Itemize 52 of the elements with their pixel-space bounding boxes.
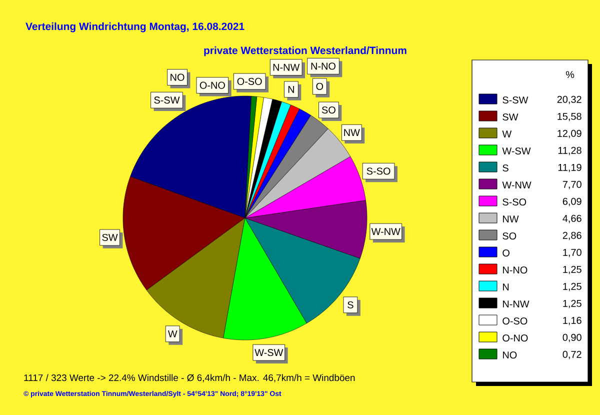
- data-label: 11,28: [558, 146, 582, 156]
- chart-subtitle: private Wetterstation Westerland/Tinnum: [204, 46, 406, 56]
- legend-label: N: [503, 284, 509, 290]
- legend-label: S-SO: [502, 198, 526, 206]
- slice-label: NW: [344, 129, 360, 136]
- category-label: NO: [170, 74, 184, 81]
- data-label: 0,90: [562, 334, 582, 342]
- legend-label: S-SW: [502, 96, 528, 104]
- data-label: 1,70: [563, 248, 582, 258]
- slice-label: N-NW: [273, 64, 300, 71]
- data-label: 11,19: [558, 164, 582, 172]
- legend-title: %: [566, 71, 574, 78]
- data-label: 0,72: [562, 350, 582, 360]
- slice-label: SO: [322, 106, 336, 114]
- data-label: 1,25: [563, 266, 582, 274]
- data-label: 12,09: [558, 130, 582, 138]
- legend-label: O: [502, 249, 510, 257]
- category-label: N-NO: [311, 62, 336, 70]
- slice-label: W: [168, 330, 178, 338]
- chart-title: Verteilung Windrichtung Montag, 16.08.2021: [26, 22, 244, 32]
- data-label: 1,25: [563, 300, 582, 308]
- slice-label: SW: [102, 234, 118, 241]
- data-label: 1,25: [563, 282, 582, 292]
- data-label: 4,66: [562, 214, 582, 224]
- legend-label: W-SW: [502, 147, 531, 155]
- data-label: 1,16: [563, 316, 582, 326]
- slice-label: N: [288, 86, 294, 93]
- legend-label: O-SO: [502, 317, 528, 325]
- data-label: 2,86: [562, 232, 582, 240]
- legend-label: NW: [503, 216, 519, 222]
- slice-label: W-NW: [371, 228, 400, 235]
- legend-label: SW: [502, 113, 518, 121]
- legend-label: S: [502, 164, 508, 172]
- legend-label: W: [502, 130, 512, 138]
- data-label: 6,09: [562, 198, 582, 206]
- legend-label: SO: [502, 232, 516, 240]
- slice-label: W-SW: [254, 349, 284, 356]
- category-label: O-SO: [237, 78, 262, 85]
- legend-label: NO: [503, 351, 517, 359]
- slice-label: O: [316, 82, 324, 90]
- legend-label: O-NO: [502, 334, 528, 342]
- legend-label: W-NW: [502, 182, 532, 188]
- legend-label: N-NO: [503, 266, 528, 274]
- slice-label: S: [348, 301, 354, 308]
- data-label: 7,70: [562, 180, 582, 190]
- slice-label: S-SW: [154, 96, 180, 104]
- legend-label: N-NW: [503, 300, 530, 308]
- data-label: 20,32: [557, 96, 582, 104]
- text: 1117 / 323 Werte -> 22.4% Windstille - Ø 6,4km/h - Max. 46,7km/h = Windböen: [24, 374, 355, 382]
- category-label: O-NO: [200, 82, 225, 89]
- slice-label: S-SO: [366, 168, 390, 175]
- data-label: 15,58: [558, 112, 582, 122]
